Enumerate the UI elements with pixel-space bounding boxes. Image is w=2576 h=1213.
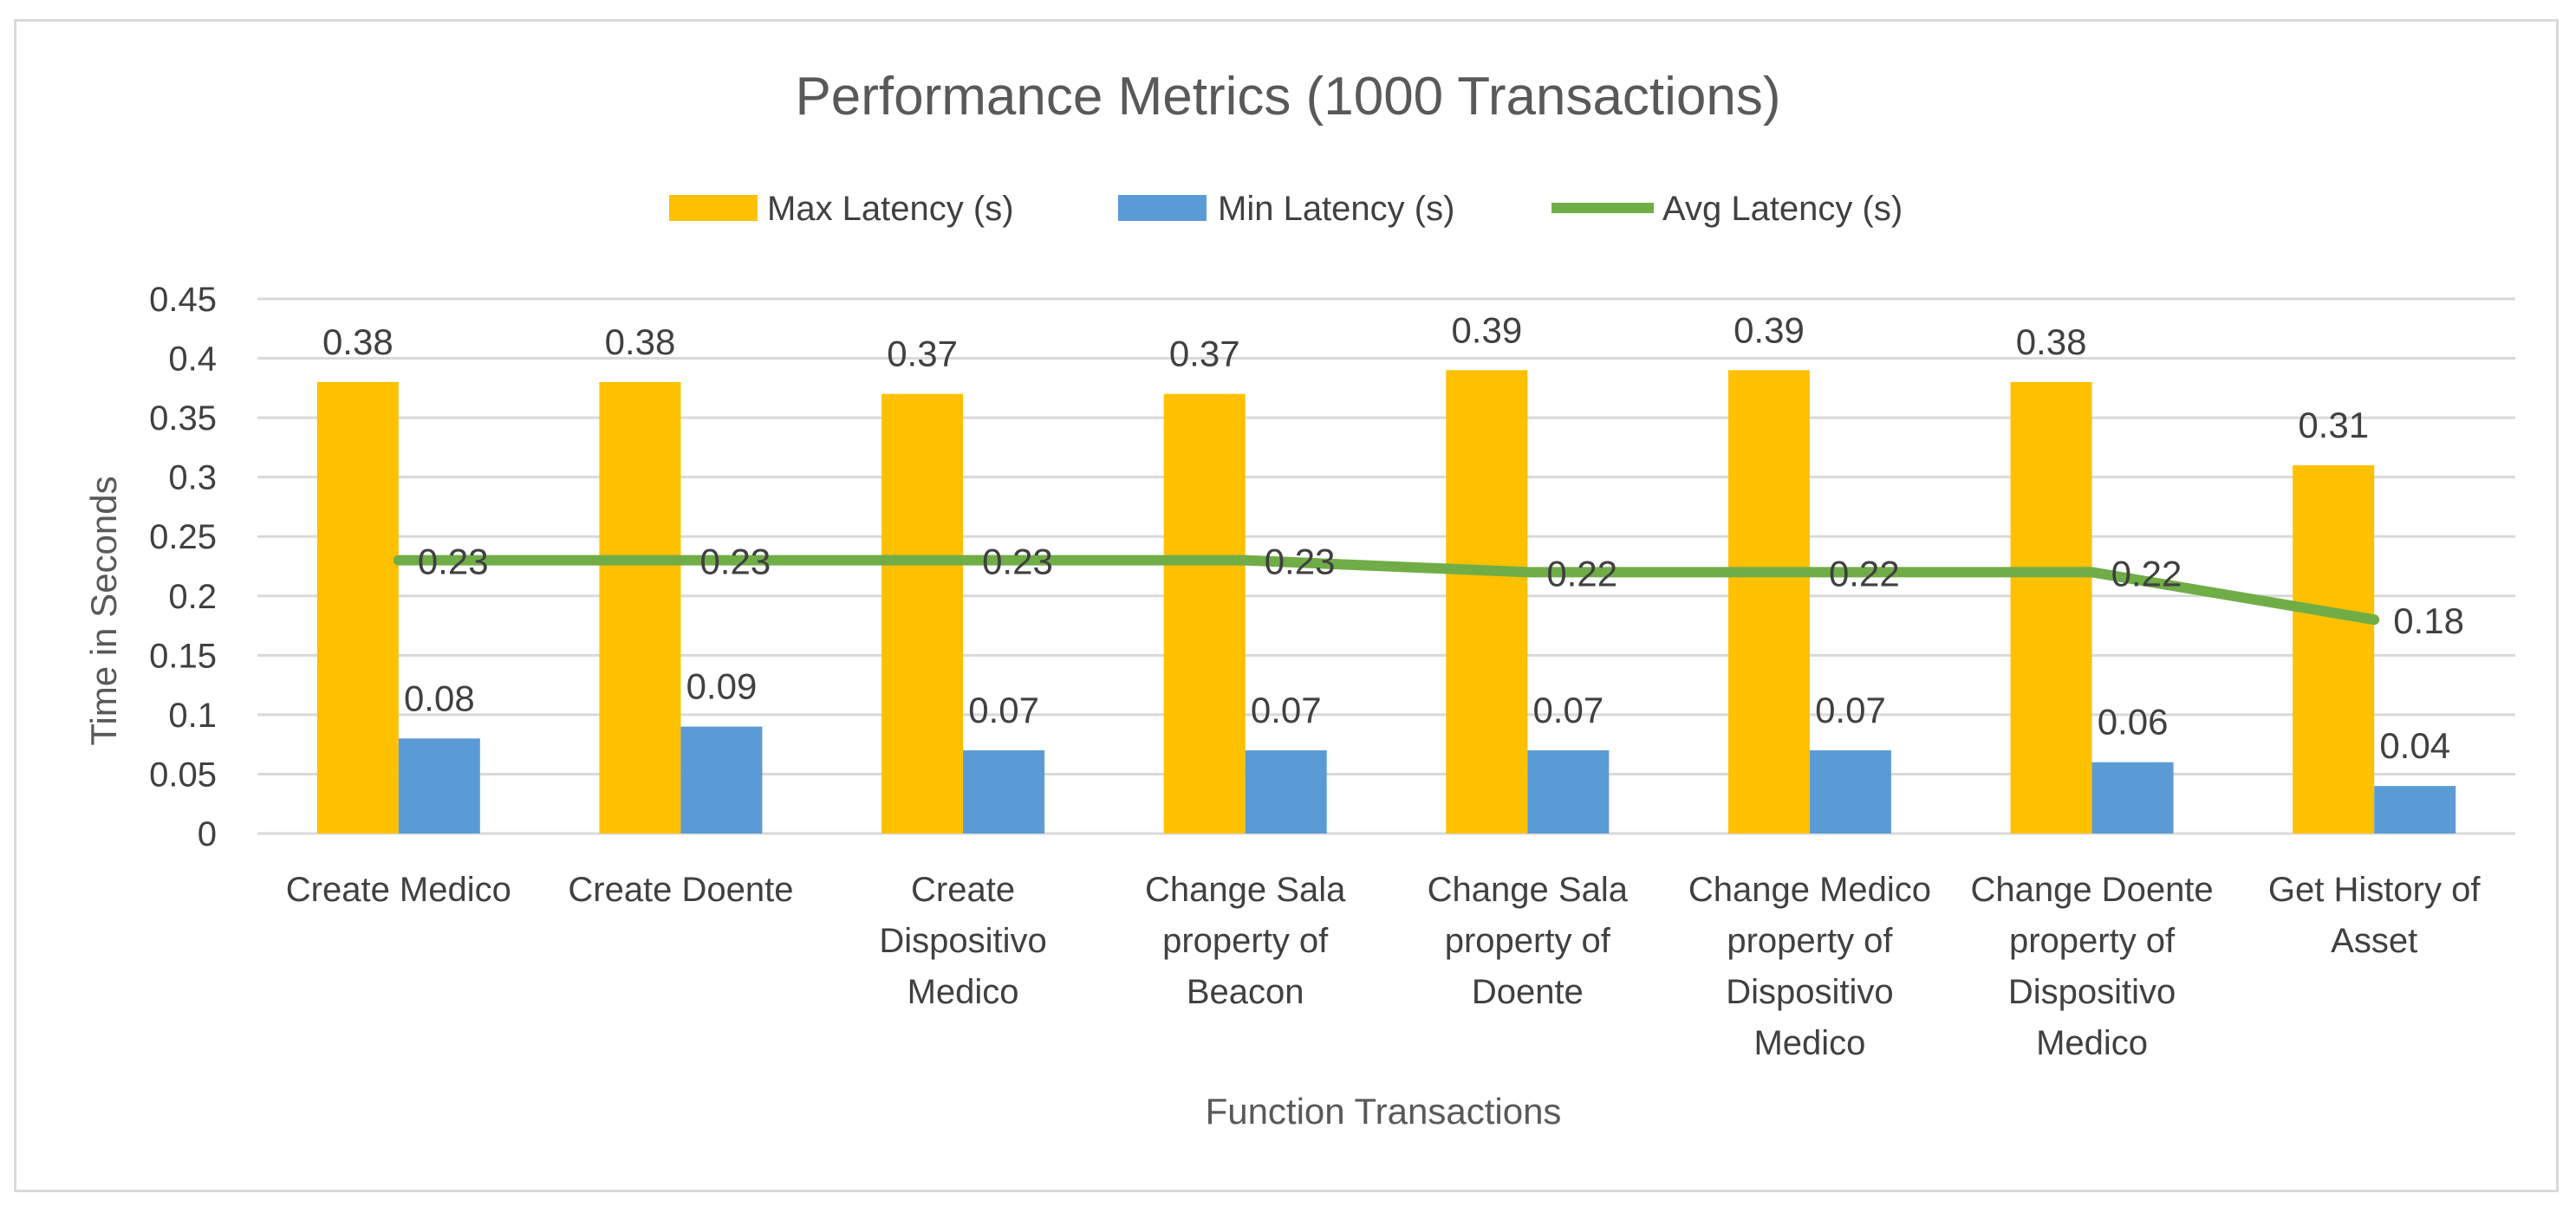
chart-frame [14, 19, 2559, 1192]
category-label: Dispositivo [1726, 973, 1893, 1011]
max-latency-bar [1163, 393, 1246, 834]
y-tick-label: 0.2 [168, 578, 217, 616]
legend-swatch [1118, 195, 1207, 221]
min-latency-bar [1527, 750, 1610, 834]
max-latency-label: 0.38 [2016, 321, 2087, 362]
max-latency-bar [2010, 381, 2092, 834]
min-latency-label: 0.06 [2098, 702, 2169, 743]
data-labels: 0.38 0.08 0.38 0.09 0.37 0.07 0.37 0.07 0.39 0.07… [322, 309, 2464, 766]
min-latency-label: 0.08 [404, 678, 475, 718]
max-latency-label: 0.39 [1734, 309, 1805, 350]
x-axis-categories: Create Medico Create Doente Create Disposit… [286, 871, 2482, 1062]
avg-latency-label: 0.18 [2393, 600, 2464, 641]
min-latency-label: 0.04 [2379, 725, 2450, 766]
y-tick-label: 0.15 [149, 637, 217, 675]
category-label: Create Medico [286, 871, 511, 909]
max-latency-bar [2293, 464, 2375, 834]
y-tick-label: 0.45 [149, 281, 217, 319]
avg-latency-line [393, 555, 2380, 626]
category-label: Change Doente [1970, 871, 2213, 909]
category-label: property of [2009, 922, 2176, 960]
category-label: property of [1445, 922, 1611, 960]
legend-label: Avg Latency (s) [1662, 190, 1903, 228]
y-tick-label: 0 [198, 815, 217, 853]
min-latency-label: 0.07 [1815, 690, 1886, 730]
category-label: Change Sala [1145, 871, 1346, 909]
category-label: Medico [2036, 1024, 2148, 1062]
max-latency-bar [881, 393, 964, 834]
avg-latency-label: 0.22 [1829, 553, 1900, 594]
max-latency-bar [1446, 370, 1528, 834]
max-latency-label: 0.38 [322, 321, 394, 362]
legend-label: Min Latency (s) [1218, 190, 1454, 228]
category-label: Dispositivo [2008, 973, 2176, 1011]
y-axis-title: Time in Seconds [83, 476, 124, 745]
avg-line-layer [393, 555, 2380, 626]
min-latency-bar [398, 738, 480, 834]
max-latency-bar [599, 381, 681, 834]
avg-latency-label: 0.22 [2111, 553, 2182, 594]
category-label: Doente [1472, 973, 1584, 1011]
min-latency-bar [2091, 762, 2174, 834]
max-latency-label: 0.39 [1451, 309, 1522, 350]
category-label: property of [1727, 922, 1893, 960]
min-latency-bar [2374, 786, 2456, 834]
max-latency-label: 0.37 [887, 334, 958, 374]
bars [316, 370, 2456, 834]
avg-latency-label: 0.23 [1265, 542, 1336, 582]
avg-latency-label: 0.23 [982, 542, 1053, 582]
y-tick-label: 0.3 [168, 459, 217, 497]
chart-title: Performance Metrics (1000 Transactions) [795, 67, 1780, 126]
min-latency-label: 0.07 [1251, 690, 1322, 730]
category-label: Medico [907, 973, 1019, 1011]
max-latency-bar [316, 381, 399, 834]
min-latency-bar [1809, 750, 1891, 834]
legend-label: Max Latency (s) [767, 190, 1014, 228]
category-label: Get History of [2268, 871, 2481, 909]
y-tick-label: 0.35 [149, 399, 217, 438]
min-latency-label: 0.09 [686, 666, 758, 707]
category-label: Change Medico [1688, 871, 1931, 909]
y-tick-label: 0.1 [168, 697, 217, 735]
avg-latency-label: 0.23 [418, 542, 489, 582]
max-latency-label: 0.38 [605, 321, 676, 362]
category-label: Create [911, 871, 1015, 909]
y-axis-ticks: 0 0.05 0.1 0.15 0.2 0.25 0.3 0.35 0.4 0.45 [149, 281, 217, 853]
y-tick-label: 0.4 [168, 341, 217, 379]
y-tick-label: 0.05 [149, 756, 217, 794]
category-label: Beacon [1187, 973, 1304, 1011]
x-axis-title: Function Transactions [1206, 1091, 1562, 1132]
y-tick-label: 0.25 [149, 518, 217, 556]
min-latency-label: 0.07 [968, 690, 1039, 730]
category-label: property of [1162, 922, 1329, 960]
min-latency-bar [680, 726, 763, 834]
legend: Max Latency (s) Min Latency (s) Avg Latenc… [669, 190, 1903, 228]
min-latency-bar [963, 750, 1045, 834]
category-label: Dispositivo [879, 922, 1046, 960]
max-latency-bar [1727, 370, 1810, 834]
max-latency-label: 0.31 [2298, 405, 2369, 445]
avg-latency-label: 0.22 [1546, 553, 1617, 594]
max-latency-label: 0.37 [1169, 334, 1240, 374]
category-label: Asset [2331, 922, 2417, 960]
min-latency-bar [1245, 750, 1327, 834]
legend-swatch [669, 195, 758, 221]
category-label: Create Doente [568, 871, 793, 909]
category-label: Change Sala [1428, 871, 1629, 909]
category-label: Medico [1753, 1024, 1865, 1062]
avg-latency-label: 0.23 [699, 542, 771, 582]
min-latency-label: 0.07 [1532, 690, 1603, 730]
